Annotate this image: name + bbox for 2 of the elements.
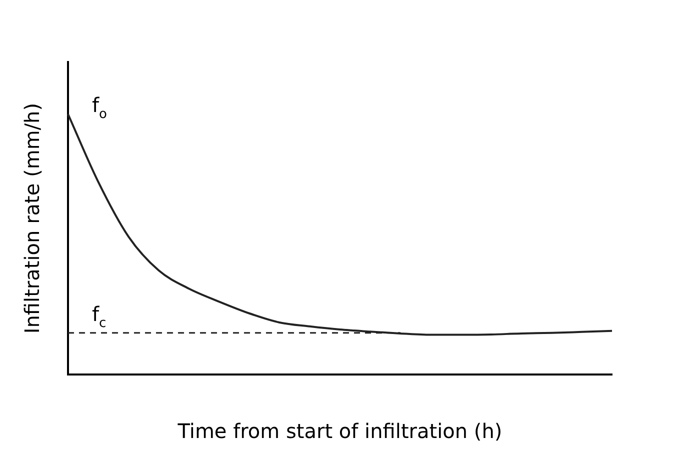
x-axis-title: Time from start of infiltration (h): [176, 419, 502, 444]
y-axis-title: Infiltration rate (mm/h): [20, 102, 44, 334]
